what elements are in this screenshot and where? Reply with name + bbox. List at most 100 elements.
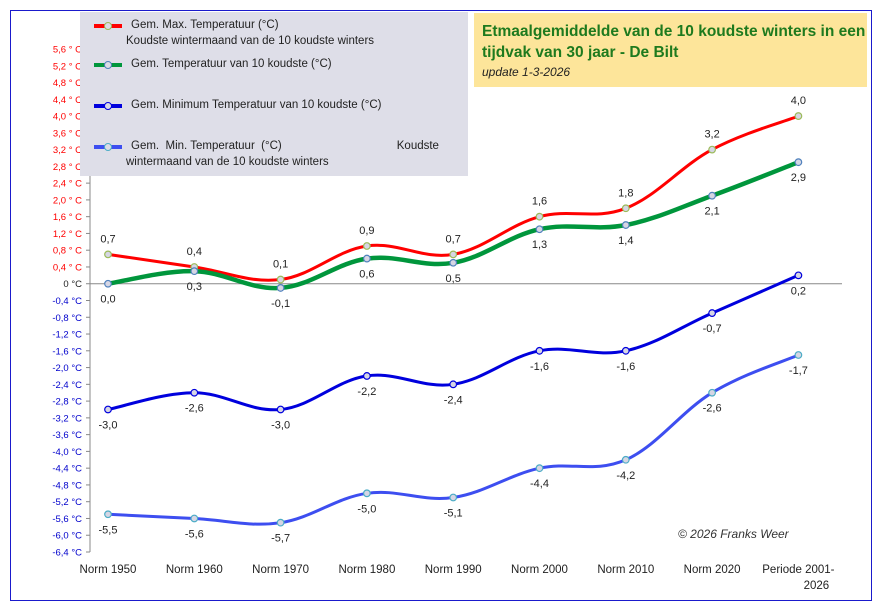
data-point-mean (708, 191, 716, 200)
data-point-max (449, 250, 458, 259)
data-label-min: -1,6 (530, 361, 549, 373)
copyright-text: © 2026 Franks Weer (678, 527, 789, 541)
data-point-min (276, 405, 285, 414)
legend-marker-icon (103, 21, 112, 30)
data-point-max (276, 275, 285, 284)
data-label-max: 1,8 (618, 187, 633, 199)
x-tick-label: Periode 2001- (762, 564, 834, 576)
data-point-min (708, 309, 716, 317)
x-tick-label: Norm 1960 (166, 564, 223, 576)
data-label-min-coldest: -5,0 (357, 503, 376, 515)
data-point-min (621, 346, 630, 355)
y-tick-label: 4,0 ° C (53, 112, 82, 123)
data-point-mean (794, 158, 803, 167)
series-line-min (106, 273, 800, 412)
data-point-min-coldest (104, 510, 112, 519)
y-tick-label: -4,8 °C (52, 480, 82, 491)
x-tick-label: Norm 2000 (511, 564, 568, 576)
data-point-max (363, 242, 371, 250)
data-label-min-coldest: -4,4 (530, 478, 549, 490)
data-label-max: 4,0 (791, 95, 806, 107)
y-tick-label: -2,0 °C (52, 363, 82, 374)
data-point-max (794, 112, 803, 120)
data-label-mean: 0,0 (100, 294, 115, 306)
chart-title: Etmaalgemiddelde van de 10 koudste winte… (482, 23, 866, 61)
y-tick-label: -3,6 °C (52, 430, 82, 441)
y-tick-label: 5,2 ° C (53, 61, 82, 72)
data-point-min (190, 388, 199, 397)
data-label-min: 0,2 (791, 285, 806, 297)
y-tick-label: -3,2 °C (52, 413, 82, 424)
data-label-mean: 1,3 (532, 239, 547, 251)
data-point-max (708, 145, 716, 154)
x-tick-label: Norm 1980 (338, 564, 395, 576)
chart-legend: Gem. Max. Temperatuur (°C) Koudste winte… (80, 12, 468, 176)
data-label-max: 0,4 (187, 246, 202, 258)
data-point-mean (104, 279, 112, 288)
data-point-max (621, 204, 630, 213)
y-tick-label: 5,6 ° C (53, 45, 82, 56)
data-label-max: 0,7 (446, 233, 461, 245)
data-point-mean (276, 284, 285, 292)
data-point-min-coldest (535, 464, 544, 473)
y-tick-label: 1,6 ° C (53, 212, 82, 223)
y-tick-label: -5,6 °C (52, 514, 82, 525)
data-point-max (104, 250, 112, 259)
title-box: Etmaalgemiddelde van de 10 koudste winte… (474, 13, 867, 87)
y-tick-label: -4,0 °C (52, 447, 82, 458)
y-tick-label: 0,8 ° C (53, 246, 82, 257)
y-tick-label: -0,8 °C (52, 313, 82, 324)
data-label-min-coldest: -1,7 (789, 365, 808, 377)
data-point-min (449, 380, 458, 389)
data-label-mean: 2,9 (791, 172, 806, 184)
y-tick-label: 4,4 ° C (53, 95, 82, 106)
data-label-max: 3,2 (704, 129, 719, 141)
data-label-min: -3,0 (99, 419, 118, 431)
data-point-min-coldest (708, 388, 716, 397)
x-tick-label: Norm 2020 (684, 564, 741, 576)
data-point-min (535, 346, 544, 355)
y-tick-label: -4,4 °C (52, 464, 82, 475)
y-tick-label: 0 °C (63, 279, 82, 290)
data-point-min-coldest (190, 514, 199, 523)
data-labels: 0,7 0,4 0,1 0,9 0,7 1,6 1,8 3,2 4,0 0,0 0,3 -0,1 0,6… (99, 95, 808, 545)
data-point-mean (621, 221, 630, 229)
y-tick-label: -2,8 °C (52, 397, 82, 408)
legend-marker-icon (103, 60, 112, 69)
x-tick-label: Norm 1950 (80, 564, 137, 576)
y-tick-label: 3,6 ° C (53, 128, 82, 139)
y-tick-label: 0,4 ° C (53, 262, 82, 273)
data-label-mean: 1,4 (618, 235, 633, 247)
data-point-min-coldest (449, 493, 458, 502)
data-label-min-coldest: -5,5 (99, 524, 118, 536)
data-label-min-coldest: -4,2 (616, 470, 635, 482)
data-label-min: -2,6 (185, 403, 204, 415)
data-label-mean: 0,5 (446, 273, 461, 285)
legend-label: Gem. Temperatuur van 10 koudste (°C) (131, 58, 332, 70)
data-label-min-coldest: -2,6 (703, 403, 722, 415)
data-label-mean: 2,1 (704, 206, 719, 218)
data-label-max: 0,1 (273, 259, 288, 271)
data-point-mean (363, 254, 371, 263)
data-label-max: 0,7 (100, 233, 115, 245)
data-point-min (794, 271, 803, 280)
data-label-mean: 0,6 (359, 269, 374, 281)
legend-label: Gem. Max. Temperatuur (°C) (131, 19, 279, 31)
data-point-min-coldest (621, 455, 630, 464)
y-tick-label: 2,4 ° C (53, 179, 82, 190)
y-tick-label: -1,2 °C (52, 330, 82, 341)
legend-marker-icon (103, 101, 112, 110)
y-tick-label: 3,2 ° C (53, 145, 82, 156)
data-label-mean: 0,3 (187, 281, 202, 293)
data-point-min-coldest (363, 489, 371, 498)
y-tick-label: 1,2 ° C (53, 229, 82, 240)
data-label-min: -3,0 (271, 419, 290, 431)
x-tick-label: Norm 2010 (597, 564, 654, 576)
data-point-min (104, 405, 112, 414)
y-tick-label: -6,4 °C (52, 548, 82, 559)
y-tick-label: -1,6 °C (52, 346, 82, 357)
data-label-min: -2,4 (444, 394, 463, 406)
data-label-mean: -0,1 (271, 298, 290, 310)
y-tick-label: -6,0 °C (52, 531, 82, 542)
